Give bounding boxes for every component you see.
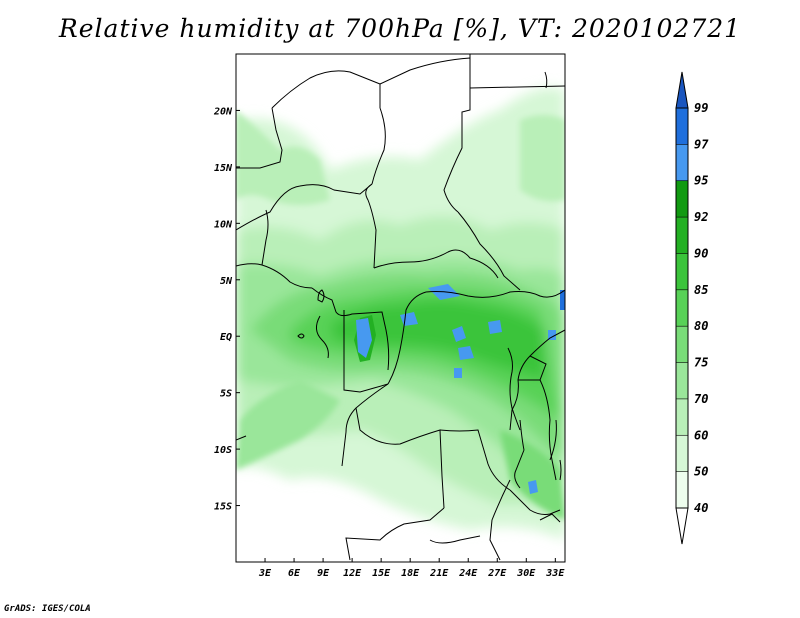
- y-tick-label: 20N: [213, 106, 233, 117]
- y-axis: 20N 15N 10N 5N EQ 5S 10S 15S: [213, 106, 240, 513]
- x-tick-label: 27E: [487, 568, 507, 579]
- colorbar-label: 40: [694, 501, 708, 515]
- colorbar-label: 85: [694, 283, 708, 297]
- colorbar-box: [676, 253, 688, 290]
- colorbar: 40 50 60 70 75 80 85 90 92 95 97 99: [675, 71, 709, 545]
- x-tick-label: 30E: [516, 568, 536, 579]
- colorbar-label: 60: [694, 428, 708, 442]
- y-tick-label: 10S: [214, 445, 232, 456]
- colorbar-label: 90: [694, 246, 708, 260]
- colorbar-label: 99: [694, 101, 708, 115]
- colorbar-label: 50: [694, 465, 708, 479]
- colorbar-box: [676, 471, 688, 508]
- colorbar-above-triangle: [675, 71, 689, 109]
- colorbar-label: 75: [694, 356, 708, 370]
- x-tick-label: 18E: [401, 568, 420, 579]
- x-tick-label: 15E: [372, 568, 391, 579]
- y-tick-label: EQ: [220, 332, 232, 343]
- colorbar-label: 97: [694, 137, 709, 151]
- colorbar-box: [676, 362, 688, 399]
- y-tick-label: 5N: [220, 276, 233, 287]
- colorbar-box: [676, 217, 688, 254]
- x-axis: 3E 6E 9E 12E 15E 18E 21E 24E 27E 30E 33E: [258, 558, 565, 579]
- humidity-fill: [236, 54, 565, 561]
- colorbar-box: [676, 398, 688, 436]
- grads-credit: GrADS: IGES/COLA: [4, 604, 91, 614]
- colorbar-below-triangle: [675, 507, 689, 545]
- y-tick-label: 5S: [220, 389, 232, 400]
- x-tick-label: 3E: [258, 568, 272, 579]
- x-tick-label: 9E: [317, 568, 330, 579]
- colorbar-box: [676, 108, 688, 145]
- colorbar-box: [676, 180, 688, 218]
- colorbar-label: 80: [694, 319, 708, 333]
- colorbar-label: 92: [694, 210, 708, 224]
- y-tick-label: 10N: [214, 219, 233, 230]
- colorbar-label: 70: [694, 392, 708, 406]
- colorbar-box: [676, 435, 688, 472]
- x-tick-label: 33E: [545, 568, 565, 579]
- colorbar-box: [676, 289, 688, 327]
- colorbar-label: 95: [694, 174, 708, 188]
- map-plot-area: [235, 53, 566, 563]
- colorbar-box: [676, 144, 688, 181]
- x-tick-label: 12E: [343, 568, 362, 579]
- y-tick-label: 15N: [214, 163, 233, 174]
- x-tick-label: 6E: [288, 568, 301, 579]
- plot-frame: [235, 53, 566, 563]
- x-tick-label: 21E: [429, 568, 449, 579]
- map-title: Relative humidity at 700hPa [%], VT: 202…: [58, 14, 742, 43]
- colorbar-box: [676, 326, 688, 363]
- y-tick-label: 15S: [214, 502, 232, 513]
- x-tick-label: 24E: [458, 568, 478, 579]
- country-borders: [236, 54, 565, 561]
